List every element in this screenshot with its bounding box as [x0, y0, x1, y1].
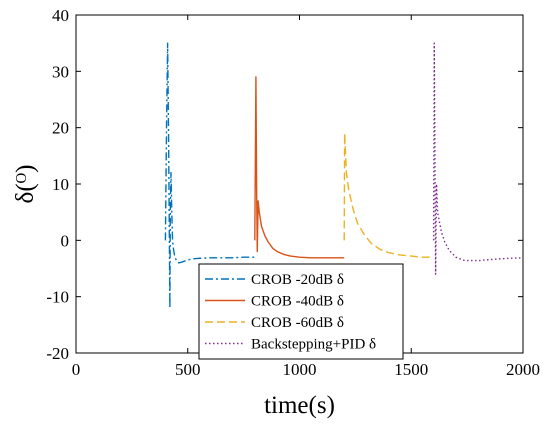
y-tick-label: 20: [52, 119, 69, 138]
y-tick-label: 10: [52, 175, 69, 194]
y-axis-label: δ(ᴼ): [12, 165, 39, 204]
legend: CROB -20dB δ CROB -40dB δ CROB -60dB δ Back…: [198, 263, 404, 360]
legend-label: Backstepping+PID δ: [251, 337, 376, 353]
x-tick-label: 2000: [506, 360, 540, 379]
legend-label: CROB -20dB δ: [251, 272, 344, 288]
series-line-2: [254, 76, 345, 259]
x-tick-label: 1000: [283, 360, 317, 379]
y-tick-label: 30: [52, 62, 69, 81]
y-tick-label: 0: [61, 231, 70, 250]
series-line-3: [343, 132, 434, 258]
legend-label: CROB -60dB δ: [251, 315, 344, 331]
x-axis-label: time(s): [264, 392, 335, 419]
axis-layer: 0 500 1000 1500 2000 -20 -10 0 10 20 30 40: [46, 6, 540, 379]
x-tick-label: 500: [175, 360, 201, 379]
y-tick-label: -10: [46, 288, 69, 307]
series-layer: [164, 42, 524, 309]
y-tick-label: 40: [52, 6, 69, 25]
x-tick-label: 1500: [394, 360, 428, 379]
legend-label: CROB -40dB δ: [251, 294, 344, 310]
x-tick-label: 0: [72, 360, 81, 379]
y-tick-label: -20: [46, 344, 69, 363]
series-line-4: [432, 42, 524, 275]
series-line-1: [164, 42, 255, 309]
